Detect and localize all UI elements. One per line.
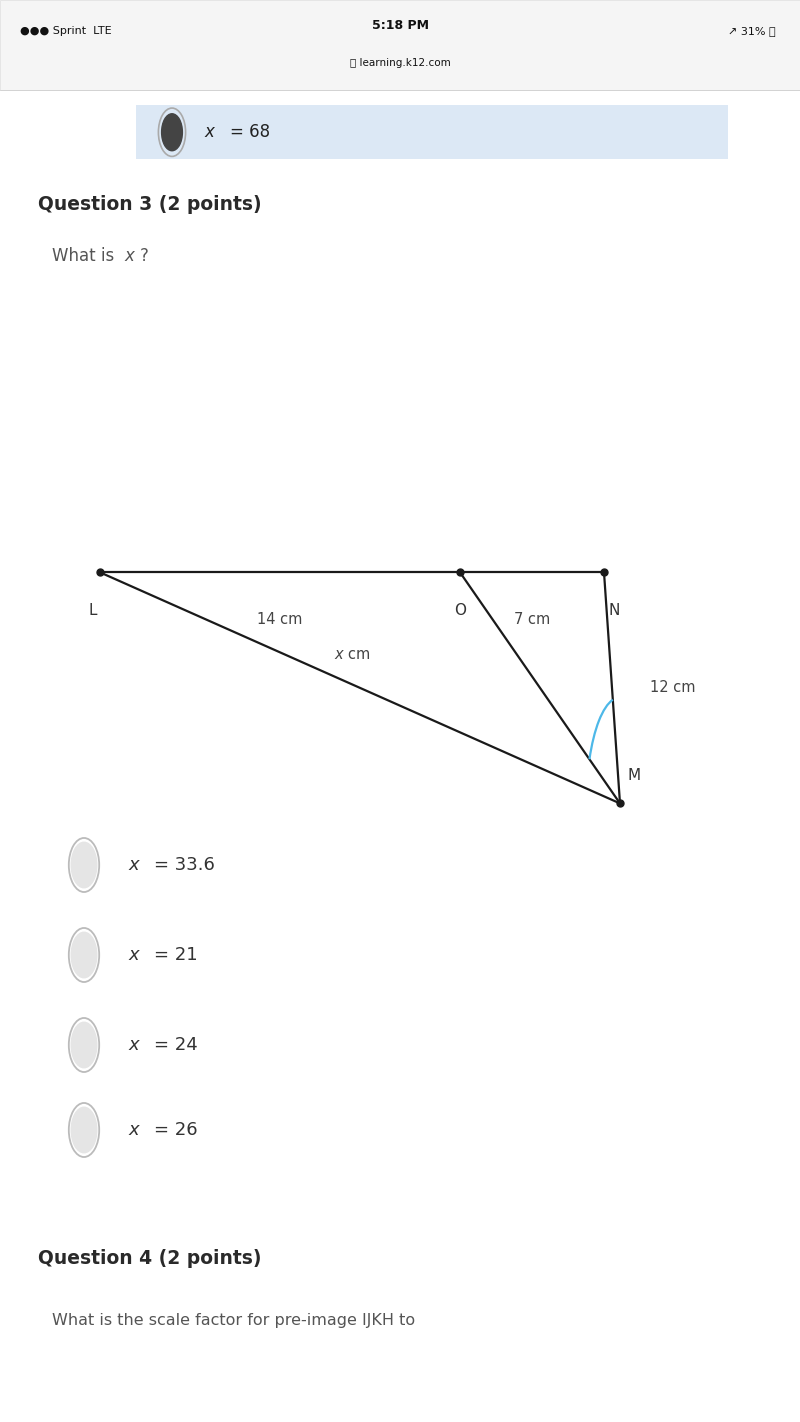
Text: $x$: $x$: [128, 1037, 142, 1054]
Text: $x$: $x$: [128, 946, 142, 964]
Circle shape: [71, 842, 97, 887]
Text: ●●● Sprint  LTE: ●●● Sprint LTE: [20, 26, 112, 37]
FancyBboxPatch shape: [136, 105, 728, 159]
Text: Question 3 (2 points): Question 3 (2 points): [38, 195, 262, 215]
Text: = 24: = 24: [154, 1037, 198, 1054]
Text: = 26: = 26: [154, 1121, 198, 1139]
Text: $x$: $x$: [128, 856, 142, 875]
Text: = 33.6: = 33.6: [154, 856, 215, 875]
Text: Question 4 (2 points): Question 4 (2 points): [38, 1249, 262, 1267]
Circle shape: [71, 1022, 97, 1068]
Text: 14 cm: 14 cm: [258, 611, 302, 627]
Text: 7 cm: 7 cm: [514, 611, 550, 627]
Text: $x$ cm: $x$ cm: [334, 647, 370, 663]
Circle shape: [71, 1108, 97, 1153]
Text: L: L: [89, 603, 97, 619]
Text: ?: ?: [140, 247, 149, 264]
Text: = 68: = 68: [230, 124, 270, 141]
Text: $x$: $x$: [128, 1121, 142, 1139]
Text: ↗ 31% 🔋: ↗ 31% 🔋: [728, 26, 776, 37]
Text: What is: What is: [52, 247, 119, 264]
Text: O: O: [454, 603, 466, 619]
Text: $x$: $x$: [124, 247, 137, 264]
Text: What is the scale factor for pre-image IJKH to: What is the scale factor for pre-image I…: [52, 1313, 415, 1328]
Text: 5:18 PM: 5:18 PM: [371, 18, 429, 33]
Text: 12 cm: 12 cm: [650, 680, 696, 695]
Text: N: N: [608, 603, 620, 619]
Circle shape: [71, 933, 97, 978]
Text: M: M: [627, 768, 640, 784]
Text: $x$: $x$: [204, 124, 217, 141]
Circle shape: [162, 114, 182, 151]
Text: 🔒 learning.k12.com: 🔒 learning.k12.com: [350, 57, 450, 68]
Text: = 21: = 21: [154, 946, 198, 964]
FancyBboxPatch shape: [0, 0, 800, 90]
